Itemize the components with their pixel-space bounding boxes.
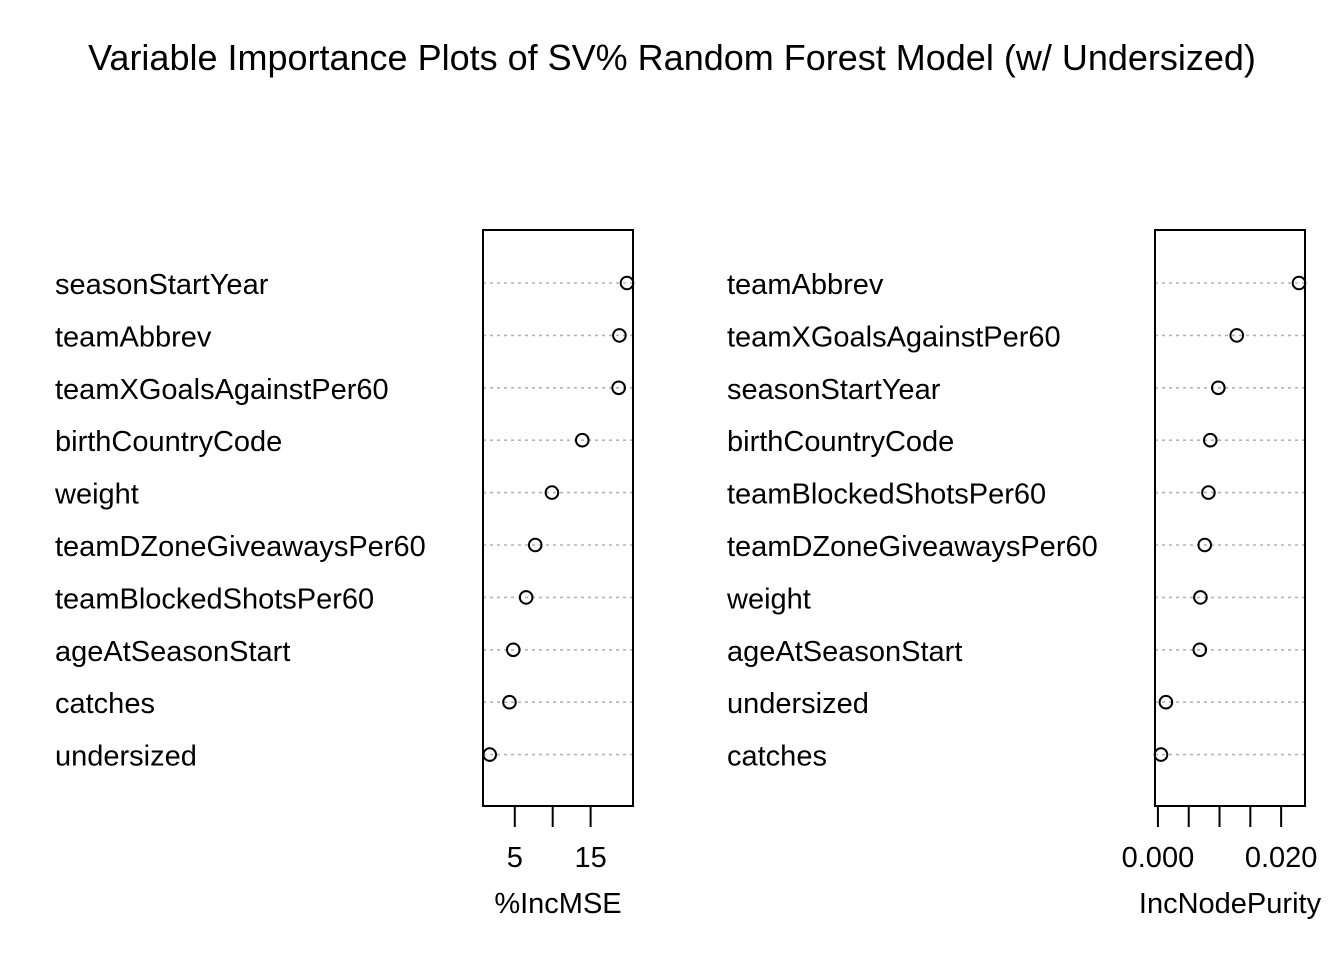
category-label: teamDZoneGiveawaysPer60	[55, 531, 426, 563]
data-point	[612, 328, 627, 343]
category-label: ageAtSeasonStart	[55, 636, 290, 668]
category-label: teamBlockedShotsPer60	[727, 479, 1046, 511]
data-point	[574, 432, 590, 448]
data-point	[1192, 642, 1208, 658]
category-label: teamAbbrev	[727, 269, 884, 301]
category-label: weight	[726, 583, 811, 615]
category-label: teamBlockedShotsPer60	[55, 583, 374, 615]
x-axis-label: %IncMSE	[494, 888, 621, 920]
panel-incmse: seasonStartYear teamAbbrev teamXGoalsAgain…	[54, 229, 635, 920]
category-label: teamDZoneGiveawaysPer60	[727, 531, 1098, 563]
category-label: teamXGoalsAgainstPer60	[727, 321, 1061, 353]
data-point	[1210, 380, 1226, 396]
x-tick-label: 0.020	[1245, 842, 1318, 874]
category-label: undersized	[55, 741, 197, 773]
x-tick-label: 5	[507, 842, 523, 874]
data-point	[505, 642, 521, 658]
category-label: seasonStartYear	[727, 374, 941, 406]
category-label: weight	[54, 479, 139, 511]
category-label: ageAtSeasonStart	[727, 636, 962, 668]
data-point	[1229, 328, 1245, 343]
category-label: birthCountryCode	[55, 426, 282, 458]
data-point	[518, 590, 534, 605]
category-label: catches	[55, 688, 155, 720]
category-label: seasonStartYear	[55, 269, 269, 301]
panel-incnodepurity: teamAbbrev teamXGoalsAgainstPer60 seasonSt…	[726, 229, 1322, 920]
x-axis-label: IncNodePurity	[1139, 888, 1322, 920]
plot-frame	[482, 229, 634, 807]
data-point	[1197, 537, 1213, 553]
plot-frame	[1154, 229, 1306, 807]
x-tick-label: 0.000	[1122, 842, 1195, 874]
data-point	[544, 485, 560, 500]
category-label: undersized	[727, 688, 869, 720]
chart-title: Variable Importance Plots of SV% Random …	[88, 37, 1256, 78]
data-point	[1201, 485, 1216, 500]
category-label: catches	[727, 741, 827, 773]
category-label: teamXGoalsAgainstPer60	[55, 374, 389, 406]
category-label: birthCountryCode	[727, 426, 954, 458]
data-point	[611, 380, 626, 396]
data-point	[1193, 590, 1208, 605]
data-point	[527, 537, 543, 553]
category-label: teamAbbrev	[55, 321, 212, 353]
data-point	[502, 694, 517, 710]
x-tick-label: 15	[574, 842, 606, 874]
data-point	[1202, 432, 1218, 448]
data-point	[1158, 694, 1174, 710]
